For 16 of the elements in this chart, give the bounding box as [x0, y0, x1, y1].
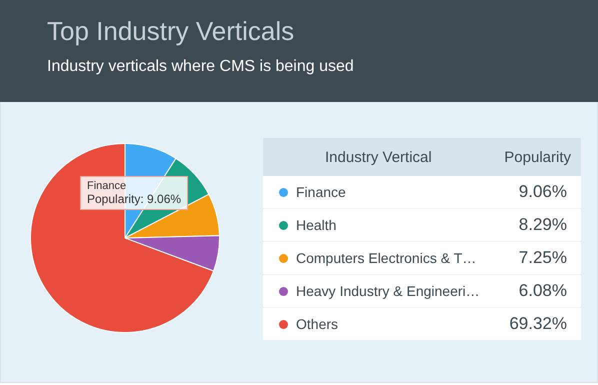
data-label: 6.08% — [518, 281, 567, 301]
legend-title: Industry Vertical — [325, 149, 432, 166]
chart-title: Top Industry Verticals — [47, 16, 294, 47]
legend-label: Heavy Industry & Engineeri… — [296, 283, 480, 299]
text: Popularity: 9.06% — [87, 192, 182, 206]
legend-label: Computers Electronics & T… — [296, 250, 476, 266]
data-label: 9.06% — [518, 182, 567, 202]
data-label: 7.25% — [518, 248, 567, 268]
legend-label: Health — [296, 217, 336, 233]
text: Popularity — [504, 149, 571, 166]
legend-label: Finance — [296, 184, 346, 200]
data-label: 69.32% — [509, 314, 567, 334]
chart-subtitle: Industry verticals where CMS is being used — [47, 58, 354, 76]
data-label: 8.29% — [518, 215, 567, 235]
legend-label: Others — [296, 316, 338, 332]
text: Finance — [87, 180, 128, 192]
